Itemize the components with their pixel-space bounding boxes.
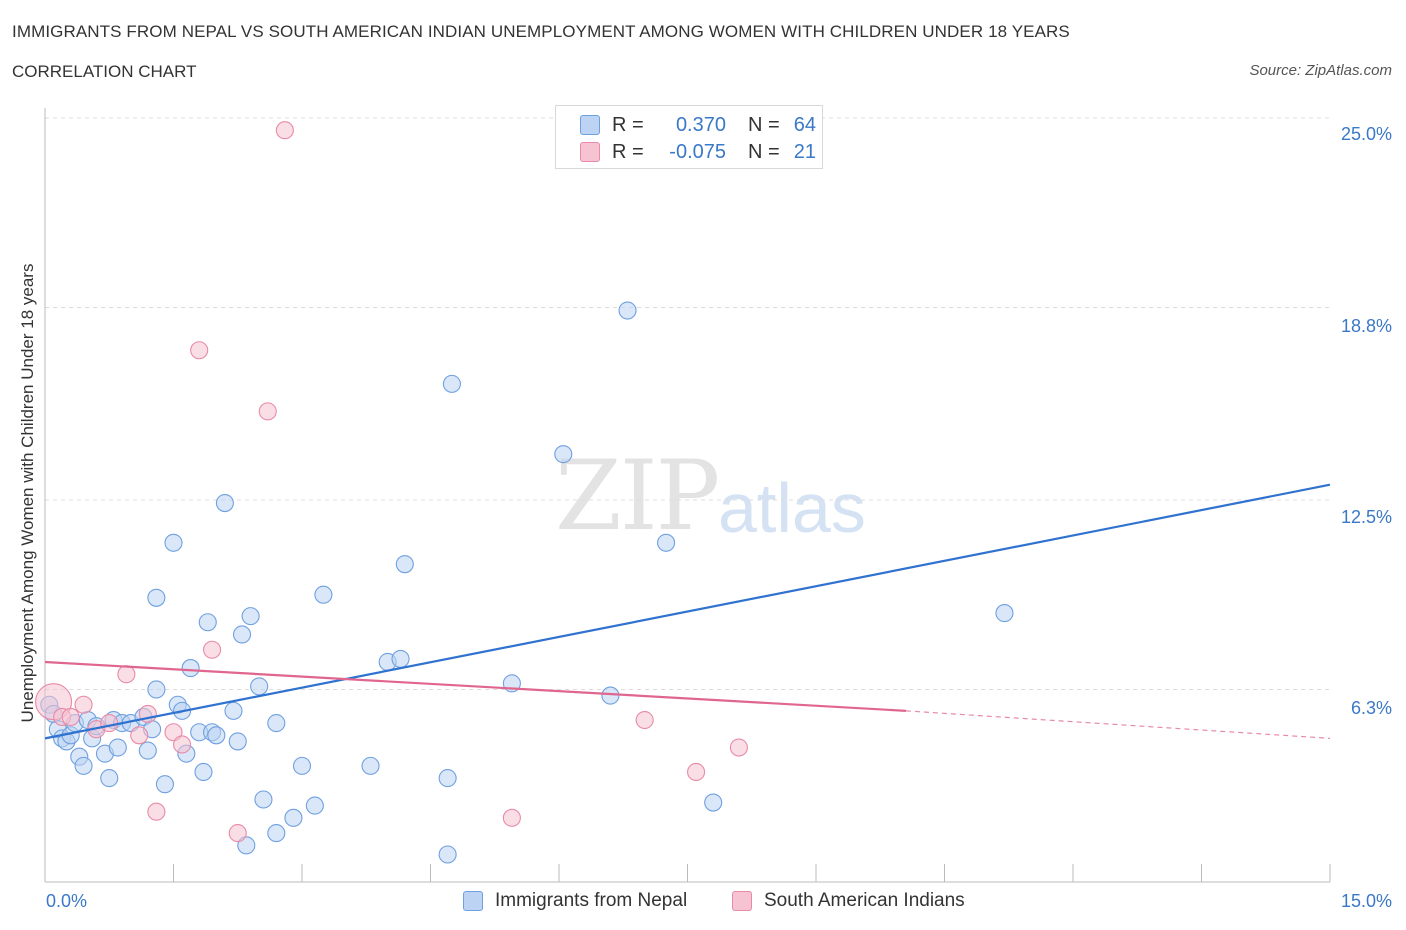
nepal-point (442, 374, 461, 393)
y-tick-label: 6.3% (1350, 698, 1392, 718)
sai-point (687, 762, 706, 782)
nepal-point (391, 649, 410, 668)
legend-swatch-nepal (580, 115, 600, 135)
sai-trend-extension (905, 710, 1331, 739)
nepal-point (657, 533, 676, 552)
legend-swatch-sai (732, 891, 752, 911)
sai-point (190, 341, 209, 360)
nepal-point (250, 677, 269, 696)
sai-trend-line (44, 660, 907, 712)
chart-subtitle: CORRELATION CHART (12, 62, 197, 81)
nepal-point (155, 775, 174, 794)
nepal-point (232, 625, 252, 644)
nepal-point (314, 585, 333, 604)
nepal-point (237, 836, 256, 855)
sai-point (147, 802, 166, 821)
nepal-point (215, 494, 234, 513)
nepal-point (164, 533, 183, 552)
nepal-point (147, 588, 166, 607)
nepal-point (100, 769, 119, 788)
nepal-point (241, 607, 260, 626)
nepal-point (618, 301, 637, 320)
y-tick-label: 18.8% (1340, 316, 1392, 336)
nepal-point (108, 738, 127, 757)
sai-point (502, 808, 521, 827)
nepal-point (995, 604, 1014, 623)
sai-point (635, 710, 654, 730)
nepal-point (554, 445, 573, 464)
nepal-point (147, 680, 166, 699)
r-value: 0.370 (675, 113, 726, 136)
y-tick-label: 12.5% (1340, 507, 1392, 527)
nepal-point (601, 686, 620, 705)
x-tick-label: 0.0% (46, 891, 88, 911)
source-label: Source: ZipAtlas.com (1249, 62, 1392, 79)
nepal-point (395, 555, 414, 574)
nepal-point (267, 824, 286, 843)
nepal-point (438, 845, 457, 864)
series-legend: Immigrants from Nepal South American Ind… (0, 888, 1406, 916)
nepal-point (254, 790, 273, 809)
n-label: N = (748, 113, 780, 136)
nepal-point (181, 659, 200, 678)
nepal-point (267, 714, 286, 733)
nepal-point (207, 726, 226, 745)
legend-row-nepal: R = 0.370 N = 64 (580, 112, 816, 138)
n-label: N = (748, 140, 780, 163)
nepal-point (198, 613, 217, 632)
nepal-point (292, 756, 312, 775)
nepal-trend-line (44, 483, 1331, 740)
r-value: -0.075 (669, 140, 726, 163)
nepal-point (305, 796, 324, 815)
legend-swatch-nepal (463, 891, 483, 911)
legend-label-sai: South American Indians (764, 890, 965, 911)
legend-item-sai: South American Indians (732, 890, 965, 912)
y-axis-label: Unemployment Among Women with Children U… (18, 263, 37, 723)
r-label: R = (612, 140, 644, 163)
sai-point (258, 402, 277, 421)
nepal-point (74, 756, 93, 775)
sai-point (203, 640, 222, 659)
watermark-zip: ZIP (555, 440, 720, 552)
sai-point (228, 824, 247, 843)
nepal-point (361, 756, 380, 775)
sai-point (173, 735, 192, 754)
r-label: R = (612, 113, 644, 136)
y-tick-label: 25.0% (1340, 124, 1392, 144)
nepal-point (194, 762, 213, 782)
legend-label-nepal: Immigrants from Nepal (495, 890, 688, 911)
sai-point (117, 665, 136, 684)
sai-point (61, 707, 80, 727)
nepal-point (704, 793, 723, 812)
nepal-point (438, 769, 457, 788)
sai-point (100, 714, 119, 733)
chart-title: IMMIGRANTS FROM NEPAL VS SOUTH AMERICAN … (12, 22, 1070, 41)
watermark-atlas: atlas (718, 469, 866, 547)
n-value: 64 (793, 113, 816, 136)
sai-point (130, 726, 149, 745)
legend-item-nepal: Immigrants from Nepal (463, 890, 687, 912)
legend-swatch-sai (580, 142, 600, 162)
x-tick-label: 15.0% (1340, 891, 1392, 911)
nepal-point (224, 701, 243, 720)
nepal-point (228, 732, 247, 751)
sai-point (275, 121, 294, 140)
sai-point (164, 723, 183, 742)
nepal-point (284, 808, 303, 827)
legend-row-sai: R = -0.075 N = 21 (580, 139, 816, 165)
correlation-legend: R = 0.370 N = 64 R = -0.075 N = 21 (555, 105, 823, 169)
nepal-point (138, 741, 157, 760)
n-value: 21 (793, 140, 816, 163)
sai-point (74, 695, 93, 714)
sai-point (729, 738, 748, 757)
